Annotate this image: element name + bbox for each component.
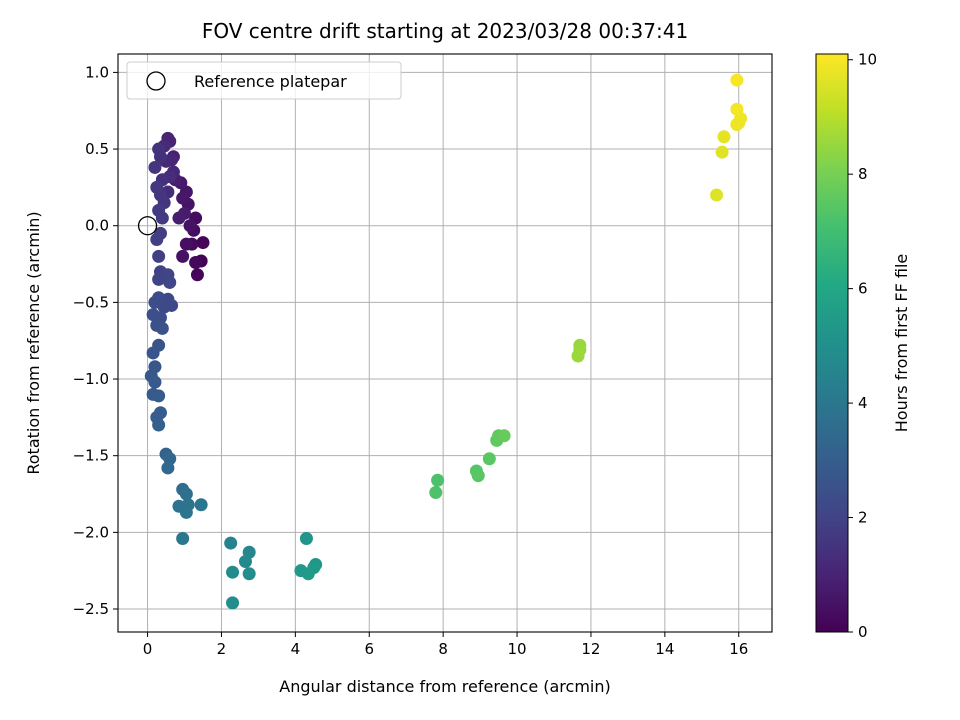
x-axis-label: Angular distance from reference (arcmin): [279, 677, 610, 696]
data-point: [471, 469, 485, 483]
data-point: [190, 268, 204, 282]
colorbar-tick-label: 8: [858, 165, 868, 183]
data-point: [226, 596, 240, 610]
data-point: [717, 130, 731, 144]
data-point: [189, 256, 203, 270]
x-tick-label: 8: [438, 640, 448, 658]
data-point: [242, 567, 256, 581]
data-point: [183, 219, 197, 233]
data-point: [226, 565, 240, 579]
x-tick-label: 16: [729, 640, 748, 658]
data-point: [732, 116, 746, 130]
grid: [118, 54, 772, 632]
y-axis-label: Rotation from reference (arcmin): [24, 211, 43, 474]
legend: Reference platepar: [126, 61, 402, 100]
data-point: [238, 554, 252, 568]
data-point: [194, 498, 208, 512]
colorbar-tick-label: 4: [858, 394, 868, 412]
y-tick-label: 0.0: [85, 217, 109, 235]
data-point: [431, 473, 445, 487]
y-tick-label: −2.0: [73, 523, 109, 541]
data-point: [163, 275, 177, 289]
data-point: [152, 203, 166, 217]
data-point: [152, 418, 166, 432]
data-point: [482, 452, 496, 466]
data-point: [146, 308, 160, 322]
colorbar: 0 2 4 6 8 10: [815, 51, 877, 641]
data-point: [179, 487, 193, 501]
colorbar-tick-label: 0: [858, 623, 868, 641]
y-tick-label: 1.0: [85, 63, 109, 81]
y-tick-label: −2.5: [73, 600, 109, 618]
x-tick-label: 6: [364, 640, 374, 658]
chart-title: FOV centre drift starting at 2023/03/28 …: [202, 19, 688, 43]
data-point: [497, 429, 511, 443]
y-tick-label: −1.0: [73, 370, 109, 388]
data-point: [224, 536, 238, 550]
data-point: [152, 389, 166, 403]
colorbar-tick-label: 10: [858, 51, 877, 69]
x-tick-label: 10: [508, 640, 527, 658]
colorbar-tick-label: 2: [858, 509, 868, 527]
data-point: [150, 180, 164, 194]
legend-marker: [146, 71, 166, 91]
colorbar-tick-label: 6: [858, 280, 868, 298]
data-point: [152, 249, 166, 263]
y-tick-label: −1.5: [73, 447, 109, 465]
data-point: [730, 102, 744, 116]
data-point: [152, 142, 166, 156]
data-point: [150, 233, 164, 247]
plot-frame: [117, 53, 773, 633]
data-point: [179, 505, 193, 519]
data-point: [301, 567, 315, 581]
data-point: [571, 349, 585, 363]
x-tick-label: 4: [291, 640, 301, 658]
data-point: [148, 295, 162, 309]
y-tick-label: 0.5: [85, 140, 109, 158]
data-point: [715, 145, 729, 159]
plot-axes: 0 2 4 6 8 10 12 14 16 −2.5 −2.0 −1.5 −1.0 −0.5 0.0 0.5 1…: [73, 53, 773, 658]
colorbar-label: Hours from first FF file: [892, 254, 911, 433]
data-points: [137, 73, 748, 610]
data-point: [161, 461, 175, 475]
data-point: [179, 237, 193, 251]
data-point: [429, 485, 443, 499]
x-tick-label: 0: [143, 640, 153, 658]
data-point: [155, 321, 169, 335]
data-point: [710, 188, 724, 202]
reference-platepar-marker: [137, 216, 158, 236]
legend-frame: [126, 61, 402, 100]
x-tick-label: 12: [581, 640, 600, 658]
data-point: [176, 249, 190, 263]
x-tick-label: 14: [655, 640, 674, 658]
data-point: [299, 531, 313, 545]
data-point: [176, 191, 190, 205]
data-point: [730, 73, 744, 87]
legend-label: Reference platepar: [194, 72, 347, 91]
colorbar-scale: [815, 53, 849, 633]
x-tick-label: 2: [217, 640, 227, 658]
data-point: [148, 160, 162, 174]
y-tick-label: −0.5: [73, 293, 109, 311]
data-point: [196, 236, 210, 250]
data-point: [146, 346, 160, 360]
data-point: [172, 211, 186, 225]
data-point: [176, 531, 190, 545]
data-point: [148, 375, 162, 389]
